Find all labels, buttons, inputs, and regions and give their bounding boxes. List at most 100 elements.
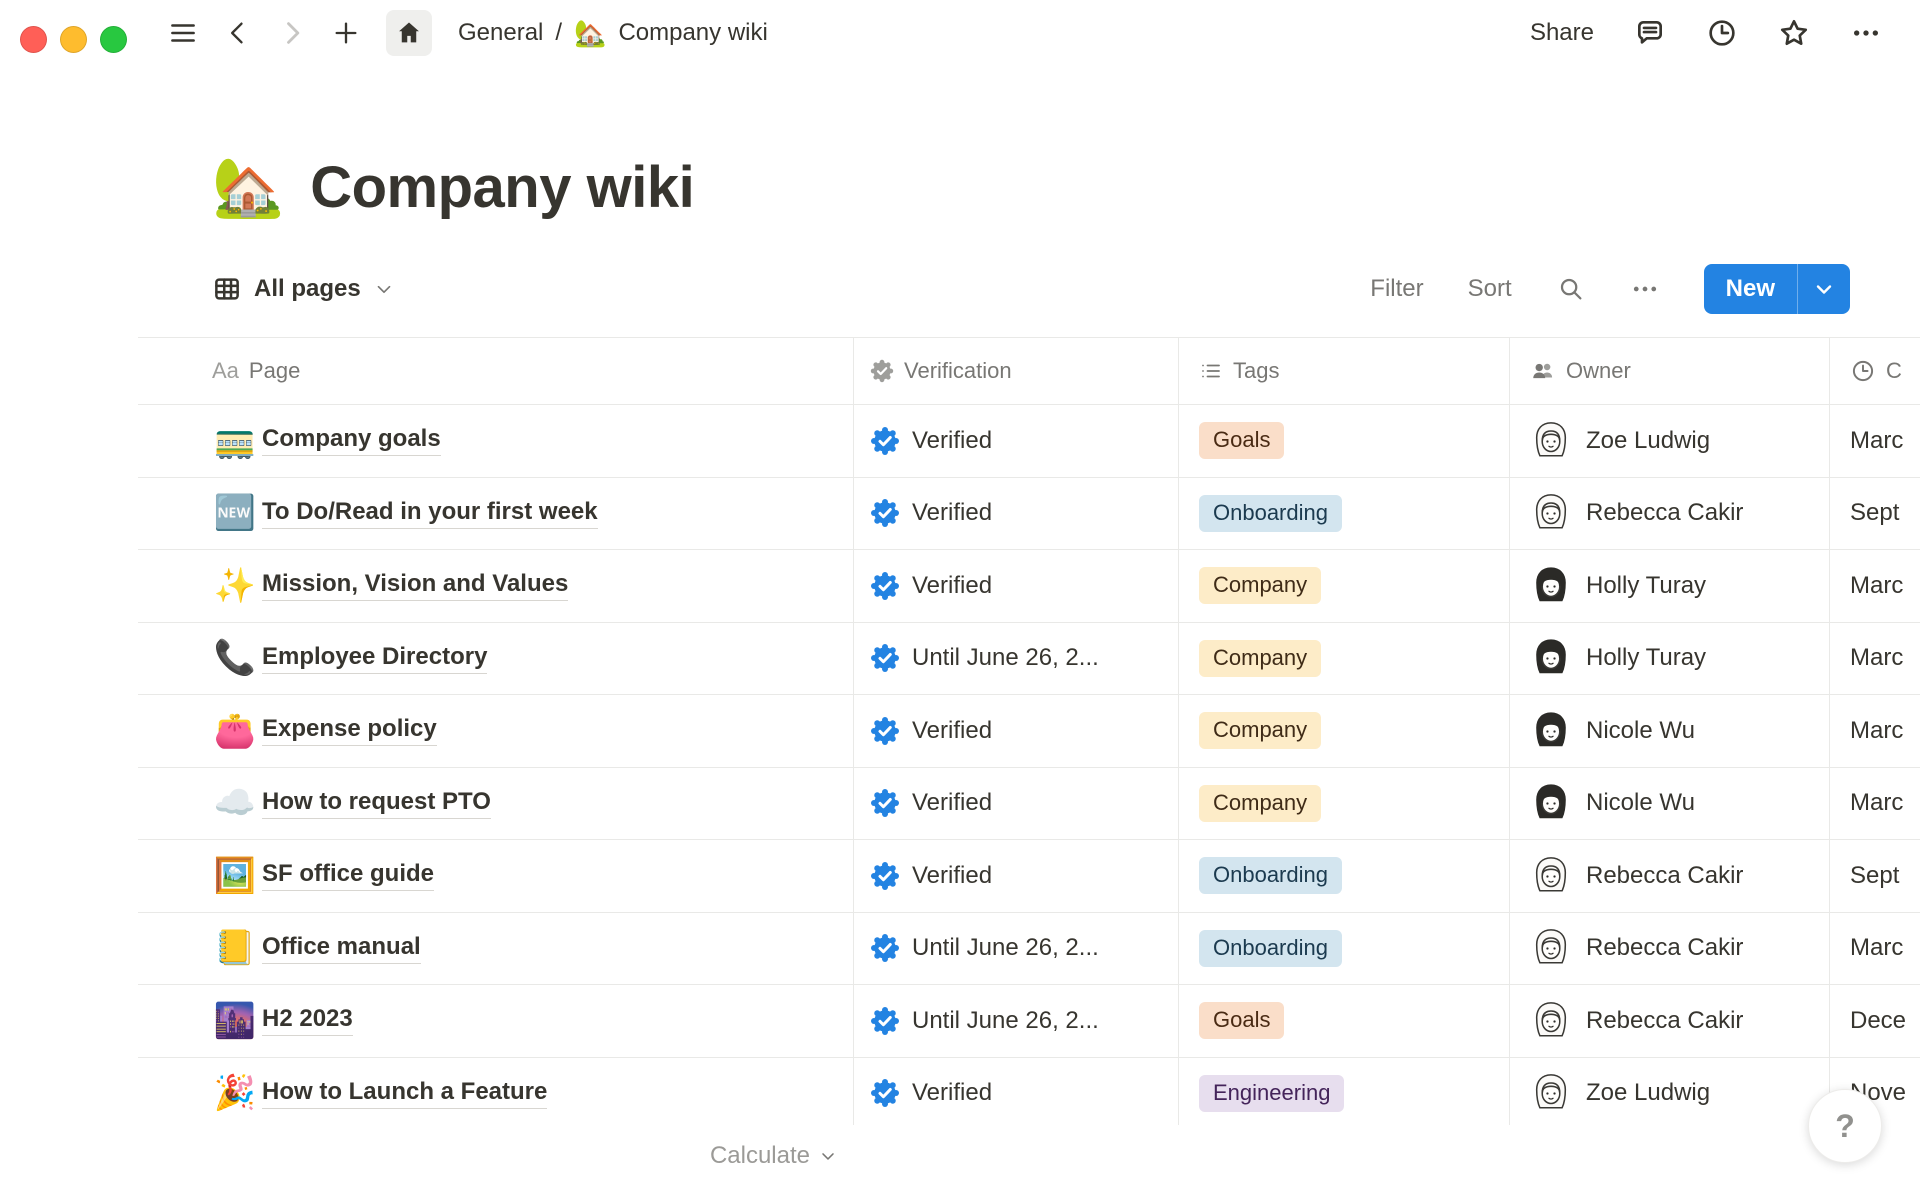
tag-pill[interactable]: Engineering (1199, 1074, 1345, 1112)
table-row[interactable]: ✨ Mission, Vision and Values Verified Co… (138, 550, 1920, 623)
zoom-window-button[interactable] (100, 26, 127, 53)
search-icon[interactable] (1556, 274, 1586, 304)
owner-cell[interactable]: Rebecca Cakir (1510, 985, 1830, 1057)
table-row[interactable]: 📞 Employee Directory Until June 26, 2...… (138, 622, 1920, 695)
tags-cell[interactable]: Goals (1179, 405, 1510, 477)
verification-cell[interactable]: Until June 26, 2... (854, 985, 1179, 1057)
new-page-plus-icon[interactable] (332, 19, 360, 47)
created-cell[interactable]: Sept (1830, 478, 1920, 550)
page-link[interactable]: Mission, Vision and Values (262, 570, 569, 602)
created-cell[interactable]: Marc (1830, 695, 1920, 767)
new-button-caret-icon[interactable] (1797, 264, 1850, 314)
owner-cell[interactable]: Holly Turay (1510, 550, 1830, 622)
tag-pill[interactable]: Company (1199, 567, 1322, 605)
verification-cell[interactable]: Verified (854, 405, 1179, 477)
table-row[interactable]: 👛 Expense policy Verified Company (138, 695, 1920, 768)
tag-pill[interactable]: Company (1199, 712, 1322, 750)
page-link[interactable]: Expense policy (262, 715, 437, 747)
owner-cell[interactable]: Nicole Wu (1510, 767, 1830, 839)
tag-pill[interactable]: Company (1199, 784, 1322, 822)
column-header-page[interactable]: Aa Page (138, 338, 854, 404)
page-link[interactable]: How to request PTO (262, 788, 491, 819)
page-cell[interactable]: ☁️ How to request PTO (138, 767, 854, 839)
page-link[interactable]: Office manual (262, 933, 421, 964)
updates-clock-icon[interactable] (1706, 17, 1738, 49)
verification-cell[interactable]: Verified (854, 477, 1179, 549)
tag-pill[interactable]: Onboarding (1199, 929, 1342, 967)
table-row[interactable]: 🌆 H2 2023 Until June 26, 2... Goals (138, 985, 1920, 1058)
tags-cell[interactable]: Company (1179, 695, 1510, 767)
tags-cell[interactable]: Onboarding (1179, 912, 1510, 984)
tags-cell[interactable]: Company (1179, 622, 1510, 694)
page-icon[interactable]: 🏡 (212, 154, 285, 220)
forward-icon[interactable] (278, 19, 306, 47)
column-header-owner[interactable]: Owner (1510, 338, 1830, 404)
sidebar-menu-icon[interactable] (168, 18, 198, 48)
verification-cell[interactable]: Verified (854, 840, 1179, 912)
tag-pill[interactable]: Company (1199, 639, 1322, 677)
sort-button[interactable]: Sort (1467, 275, 1512, 302)
tags-cell[interactable]: Goals (1179, 985, 1510, 1057)
created-cell[interactable]: Dece (1830, 985, 1920, 1057)
created-cell[interactable]: Marc (1830, 623, 1920, 695)
created-cell[interactable]: Marc (1830, 913, 1920, 985)
page-cell[interactable]: 🆕 To Do/Read in your first week (138, 477, 854, 549)
page-link[interactable]: Company goals (262, 425, 441, 457)
column-header-created[interactable]: C (1830, 338, 1920, 404)
tags-cell[interactable]: Company (1179, 550, 1510, 622)
close-window-button[interactable] (20, 26, 47, 53)
tags-cell[interactable]: Onboarding (1179, 840, 1510, 912)
page-link[interactable]: Employee Directory (262, 643, 488, 674)
column-header-tags[interactable]: Tags (1179, 338, 1510, 404)
favorite-star-icon[interactable] (1778, 17, 1810, 49)
help-button[interactable]: ? (1808, 1089, 1882, 1163)
more-options-icon[interactable] (1850, 17, 1882, 49)
verification-cell[interactable]: Verified (854, 550, 1179, 622)
verification-cell[interactable]: Verified (854, 1057, 1179, 1125)
column-header-verification[interactable]: Verification (854, 338, 1179, 404)
home-icon[interactable] (386, 10, 432, 56)
view-switcher[interactable]: All pages (212, 274, 395, 304)
tags-cell[interactable]: Engineering (1179, 1057, 1510, 1125)
owner-cell[interactable]: Nicole Wu (1510, 695, 1830, 767)
tags-cell[interactable]: Company (1179, 767, 1510, 839)
verification-cell[interactable]: Until June 26, 2... (854, 912, 1179, 984)
page-cell[interactable]: 👛 Expense policy (138, 695, 854, 767)
page-cell[interactable]: ✨ Mission, Vision and Values (138, 550, 854, 622)
owner-cell[interactable]: Rebecca Cakir (1510, 840, 1830, 912)
owner-cell[interactable]: Rebecca Cakir (1510, 912, 1830, 984)
tag-pill[interactable]: Onboarding (1199, 857, 1342, 895)
back-icon[interactable] (224, 19, 252, 47)
created-cell[interactable]: Sept (1830, 840, 1920, 912)
verification-cell[interactable]: Verified (854, 695, 1179, 767)
new-button[interactable]: New (1703, 264, 1850, 314)
table-row[interactable]: 🖼️ SF office guide Verified Onboarding (138, 840, 1920, 913)
breadcrumb-item-general[interactable]: General (458, 19, 544, 46)
page-link[interactable]: SF office guide (262, 860, 435, 892)
owner-cell[interactable]: Zoe Ludwig (1510, 1057, 1830, 1125)
verification-cell[interactable]: Until June 26, 2... (854, 622, 1179, 694)
tag-pill[interactable]: Goals (1199, 1002, 1285, 1040)
page-cell[interactable]: 📞 Employee Directory (138, 622, 854, 694)
created-cell[interactable]: Marc (1830, 550, 1920, 622)
page-cell[interactable]: 🌆 H2 2023 (138, 985, 854, 1057)
minimize-window-button[interactable] (60, 26, 87, 53)
page-link[interactable]: H2 2023 (262, 1005, 353, 1037)
page-cell[interactable]: 📒 Office manual (138, 912, 854, 984)
table-row[interactable]: 📒 Office manual Until June 26, 2... Onbo… (138, 912, 1920, 985)
page-title[interactable]: Company wiki (310, 155, 695, 220)
calculate-button[interactable]: Calculate (138, 1125, 854, 1175)
filter-button[interactable]: Filter (1370, 275, 1424, 302)
owner-cell[interactable]: Zoe Ludwig (1510, 405, 1830, 477)
page-link[interactable]: How to Launch a Feature (262, 1078, 548, 1109)
table-row[interactable]: 🎉 How to Launch a Feature Verified Engin… (138, 1057, 1920, 1125)
page-cell[interactable]: 🖼️ SF office guide (138, 840, 854, 912)
share-button[interactable]: Share (1529, 19, 1594, 46)
owner-cell[interactable]: Holly Turay (1510, 622, 1830, 694)
view-options-icon[interactable] (1630, 274, 1660, 304)
table-row[interactable]: ☁️ How to request PTO Verified Company (138, 767, 1920, 840)
verification-cell[interactable]: Verified (854, 767, 1179, 839)
tag-pill[interactable]: Onboarding (1199, 494, 1342, 532)
created-cell[interactable]: Marc (1830, 768, 1920, 840)
owner-cell[interactable]: Rebecca Cakir (1510, 477, 1830, 549)
